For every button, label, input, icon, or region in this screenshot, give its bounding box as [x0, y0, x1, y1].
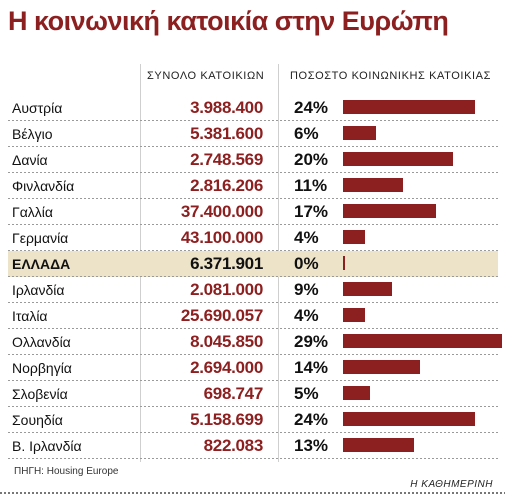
social-housing-percent: 17% [294, 202, 329, 221]
share-bar [343, 256, 345, 270]
total-dwellings-value: 37.400.000 [180, 202, 263, 221]
social-housing-percent: 20% [294, 150, 329, 169]
share-bar [343, 178, 404, 192]
country-label: Γαλλία [12, 204, 54, 220]
publisher-brand: Η ΚΑΘΗΜΕΡΙΝΗ [410, 479, 493, 490]
table-row: Δανία 2.748.569 20% [8, 147, 498, 173]
row-separator [8, 354, 498, 355]
share-bar [343, 230, 365, 244]
row-separator [8, 328, 498, 329]
share-bar [343, 334, 502, 348]
row-separator [8, 172, 498, 173]
total-dwellings-value: 5.158.699 [190, 410, 263, 429]
share-bar [343, 438, 415, 452]
share-bar [343, 100, 475, 114]
table-row: Β. Ιρλανδία 822.083 13% [8, 433, 498, 459]
table-row: Ολλανδία 8.045.850 29% [8, 329, 502, 355]
total-dwellings-value: 2.081.000 [190, 280, 263, 299]
table-row: ΕΛΛΑΔΑ 6.371.901 0% [8, 251, 498, 277]
social-housing-percent: 4% [294, 228, 319, 247]
social-housing-percent: 0% [294, 254, 319, 273]
country-label: Γερμανία [12, 230, 69, 246]
total-dwellings-value: 6.371.901 [190, 254, 263, 273]
social-housing-percent: 6% [294, 124, 319, 143]
table-row: Σουηδία 5.158.699 24% [8, 407, 498, 433]
row-separator [8, 380, 498, 381]
share-bar [343, 282, 393, 296]
country-label: Φινλανδία [12, 178, 75, 194]
country-label: Ιρλανδία [12, 282, 65, 298]
table-row: Γερμανία 43.100.000 4% [8, 225, 498, 251]
social-housing-percent: 24% [294, 410, 329, 429]
country-label: Σλοβενία [12, 386, 68, 402]
header-share: ΠΟΣΟΣΤΟ ΚΟΙΝΩΝΙΚΗΣ ΚΑΤΟΙΚΙΑΣ [290, 70, 492, 82]
country-label: Νορβηγία [12, 360, 72, 376]
social-housing-percent: 11% [294, 176, 328, 195]
table-row: Ιρλανδία 2.081.000 9% [8, 277, 498, 303]
table-row: Ιταλία 25.690.057 4% [8, 303, 498, 329]
country-label: Ολλανδία [12, 334, 71, 350]
chart-title: Η κοινωνική κατοικία στην Ευρώπη [8, 6, 449, 36]
row-separator [8, 198, 498, 199]
total-dwellings-value: 3.988.400 [190, 98, 263, 117]
total-dwellings-value: 5.381.600 [190, 124, 263, 143]
table-row: Νορβηγία 2.694.000 14% [8, 355, 498, 381]
share-bar [343, 412, 475, 426]
source-note: ΠΗΓΗ: Housing Europe [14, 466, 119, 477]
country-label: ΕΛΛΑΔΑ [12, 256, 71, 272]
total-dwellings-value: 698.747 [203, 384, 264, 403]
share-bar [343, 386, 371, 400]
country-label: Σουηδία [12, 412, 63, 428]
share-bar [343, 204, 437, 218]
total-dwellings-value: 8.045.850 [190, 332, 263, 351]
share-bar [343, 308, 365, 322]
row-separator [8, 146, 498, 147]
total-dwellings-value: 43.100.000 [180, 228, 263, 247]
row-separator [8, 120, 498, 121]
row-separator [8, 406, 498, 407]
social-housing-percent: 13% [294, 436, 329, 455]
share-bar [343, 152, 453, 166]
table-row: Σλοβενία 698.747 5% [8, 381, 498, 407]
row-separator [8, 458, 498, 459]
total-dwellings-value: 2.694.000 [190, 358, 263, 377]
social-housing-percent: 29% [294, 332, 329, 351]
header-total: ΣΥΝΟΛΟ ΚΑΤΟΙΚΙΩΝ [147, 70, 265, 82]
share-bar [343, 360, 420, 374]
row-separator [8, 224, 498, 225]
table-row: Βέλγιο 5.381.600 6% [8, 121, 498, 147]
country-label: Ιταλία [12, 308, 48, 324]
total-dwellings-value: 822.083 [203, 436, 264, 455]
total-dwellings-value: 2.748.569 [190, 150, 263, 169]
total-dwellings-value: 2.816.206 [190, 176, 263, 195]
social-housing-percent: 24% [294, 98, 329, 117]
country-label: Δανία [12, 152, 48, 168]
table-row: Γαλλία 37.400.000 17% [8, 199, 498, 225]
row-separator [8, 250, 498, 251]
row-separator [8, 302, 498, 303]
footer-rule [0, 492, 505, 494]
row-separator [8, 432, 498, 433]
country-label: Β. Ιρλανδία [12, 438, 82, 454]
social-housing-percent: 5% [294, 384, 319, 403]
table-row: Φινλανδία 2.816.206 11% [8, 173, 498, 199]
table-row: Αυστρία 3.988.400 24% [8, 95, 498, 121]
share-bar [343, 126, 376, 140]
total-dwellings-value: 25.690.057 [180, 306, 263, 325]
country-label: Αυστρία [12, 100, 63, 116]
country-label: Βέλγιο [12, 126, 53, 142]
social-housing-percent: 14% [294, 358, 329, 377]
social-housing-percent: 9% [294, 280, 319, 299]
social-housing-percent: 4% [294, 306, 319, 325]
row-separator [8, 276, 498, 277]
